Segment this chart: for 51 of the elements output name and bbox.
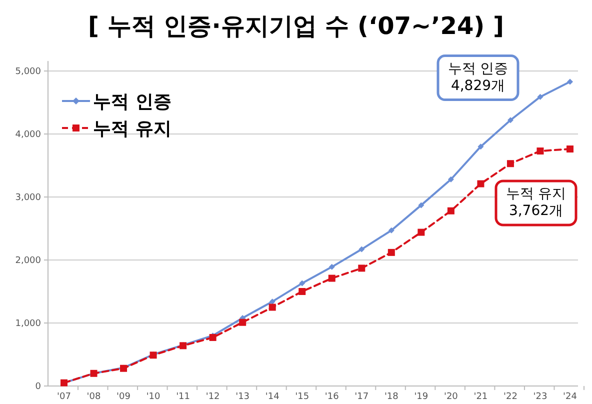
x-tick-label: '15 — [295, 392, 310, 402]
x-tick-label: '08 — [86, 392, 101, 402]
point — [358, 264, 366, 272]
chart-title: [ 누적 인증·유지기업 수 (‘07~’24) ] — [88, 12, 504, 40]
point — [299, 280, 306, 286]
x-tick-label: '13 — [236, 392, 250, 402]
x-tick-label: '23 — [533, 392, 548, 402]
x-tick-label: '16 — [324, 392, 340, 402]
x-tick-label: '09 — [116, 392, 131, 402]
point — [477, 180, 484, 188]
point — [447, 207, 454, 214]
legend-label: 누적 유지 — [93, 118, 172, 140]
y-tick-label: 3,000 — [15, 193, 42, 204]
point — [418, 228, 425, 236]
x-tick-label: '22 — [504, 392, 518, 402]
x-tick-label: '19 — [414, 392, 428, 402]
y-tick-label: 0 — [35, 382, 42, 392]
x-tick-label: '21 — [474, 392, 488, 402]
x-tick-label: '14 — [265, 392, 280, 402]
point — [536, 148, 544, 155]
point — [328, 274, 336, 282]
legend-label: 누적 인증 — [93, 91, 172, 112]
x-tick-label: '17 — [354, 392, 369, 402]
point — [388, 227, 394, 234]
x-tick-label: '18 — [384, 392, 399, 402]
point — [358, 246, 365, 252]
point — [268, 304, 276, 311]
point — [328, 264, 335, 270]
point — [448, 176, 454, 182]
point — [298, 288, 306, 295]
x-tick-label: '20 — [444, 392, 458, 402]
x-tick-label: '11 — [176, 392, 190, 402]
y-tick-label: 2,000 — [15, 256, 42, 266]
point — [537, 94, 544, 100]
y-tick-label: 5,000 — [15, 67, 42, 78]
annotation: 누적 인증 4,829개 — [448, 60, 508, 94]
x-tick-label: '10 — [146, 392, 161, 402]
point — [567, 78, 573, 85]
point — [566, 145, 574, 152]
x-tick-label: '07 — [57, 392, 71, 402]
x-tick-label: '24 — [563, 392, 578, 402]
y-tick-label: 1,000 — [15, 319, 42, 330]
point — [388, 248, 395, 256]
point — [506, 160, 514, 168]
point — [418, 202, 424, 208]
point — [478, 144, 484, 150]
point — [507, 117, 514, 124]
point — [239, 318, 246, 326]
x-tick-label: '12 — [206, 392, 220, 402]
annotation: 누적 유지 3,762개 — [506, 186, 566, 219]
y-tick-label: 4,000 — [15, 130, 42, 140]
